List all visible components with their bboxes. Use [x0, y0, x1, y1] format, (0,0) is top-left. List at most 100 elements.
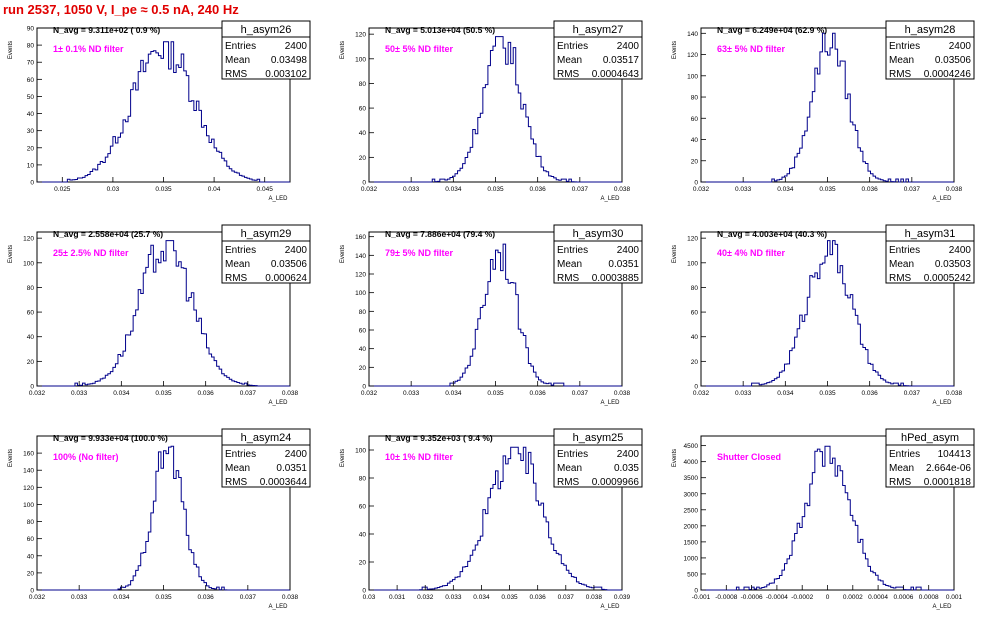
y-tick-label: 100: [687, 260, 698, 267]
x-tick-label: 0.037: [240, 594, 257, 601]
x-tick-label: 0.035: [155, 390, 172, 397]
y-tick-label: 20: [359, 365, 367, 372]
stats-box: [885, 20, 975, 80]
x-tick-label: 0.036: [862, 390, 879, 397]
y-tick-label: 80: [359, 309, 367, 316]
x-axis-title: A_LED: [600, 400, 620, 406]
x-tick-label: 0.032: [29, 390, 46, 397]
stats-value: 2400: [617, 245, 640, 256]
x-tick-label: 0.034: [777, 390, 794, 397]
y-tick-label: 20: [691, 359, 699, 366]
y-axis-title: Events: [340, 41, 346, 59]
y-tick-label: 60: [27, 536, 35, 543]
x-tick-label: 0.035: [155, 594, 172, 601]
stats-title: h_asym31: [905, 228, 956, 240]
stats-label: Entries: [225, 41, 256, 52]
x-tick-label: 0.025: [54, 186, 71, 193]
stats-label: RMS: [557, 477, 580, 488]
x-tick-label: 0.035: [819, 390, 836, 397]
x-tick-label: 0.0004: [868, 594, 888, 601]
y-tick-label: 70: [27, 60, 35, 67]
stats-box: [553, 20, 643, 80]
x-tick-label: 0.035: [155, 186, 172, 193]
y-tick-label: 100: [355, 56, 366, 63]
y-tick-label: 140: [687, 31, 698, 38]
stats-value: 0.03506: [935, 55, 972, 66]
x-tick-label: 0.037: [558, 594, 575, 601]
x-tick-label: -0.0004: [766, 594, 788, 601]
stats-label: Mean: [225, 463, 250, 474]
y-tick-label: 80: [27, 285, 35, 292]
stats-label: RMS: [557, 273, 580, 284]
histogram-bars-h_asym31: [701, 240, 954, 387]
stats-box: [885, 224, 975, 284]
y-tick-label: 120: [23, 485, 34, 492]
histogram-svg: -0.001 -0.0008 -0.0006 -0.0004 -0.0002 0 0.000…: [672, 428, 975, 610]
y-tick-label: 60: [27, 77, 35, 84]
y-tick-label: 0: [362, 588, 366, 595]
filter-annotation: Shutter Closed: [717, 452, 781, 462]
y-tick-label: 80: [359, 476, 367, 483]
stats-label: RMS: [889, 477, 912, 488]
x-tick-label: 0.038: [282, 390, 299, 397]
y-tick-label: 60: [27, 310, 35, 317]
stats-value: 2.664e-06: [926, 463, 971, 474]
stats-title: h_asym26: [241, 24, 292, 36]
navg-label: N_avg = 9.352e+03 ( 9.4 %): [385, 433, 493, 443]
x-tick-label: 0.045: [257, 186, 274, 193]
y-tick-label: 100: [23, 502, 34, 509]
histogram-panel-h_asym27: 0.032 0.033 0.034 0.035 0.036 0.037 0.038 0 20 40…: [332, 14, 664, 219]
y-tick-label: 0: [362, 384, 366, 391]
x-tick-label: 0.038: [946, 186, 963, 193]
filter-annotation: 25± 2.5% ND filter: [53, 248, 129, 258]
x-axis-title: A_LED: [268, 196, 288, 202]
stats-value: 0.003102: [265, 69, 307, 80]
navg-label: N_avg = 7.886e+04 (79.4 %): [385, 229, 495, 239]
stats-box: [221, 428, 311, 488]
x-tick-label: 0.034: [445, 186, 462, 193]
x-axis-title: A_LED: [932, 400, 952, 406]
stats-label: Mean: [557, 259, 582, 270]
navg-label: N_avg = 4.003e+04 (40.3 %): [717, 229, 827, 239]
y-tick-label: 2000: [684, 523, 699, 530]
stats-box: [885, 428, 975, 488]
x-tick-label: 0.038: [282, 594, 299, 601]
histogram-panel-h_asym24: 0.032 0.033 0.034 0.035 0.036 0.037 0.038 0 20 40…: [0, 422, 332, 627]
y-tick-label: 60: [359, 504, 367, 511]
stats-value: 0.03503: [935, 259, 972, 270]
y-tick-label: 60: [359, 328, 367, 335]
stats-value: 2400: [285, 41, 308, 52]
x-tick-label: 0.033: [445, 594, 462, 601]
stats-title: h_asym24: [241, 432, 292, 444]
stats-label: Entries: [557, 449, 588, 460]
y-tick-label: 50: [27, 94, 35, 101]
x-tick-label: 0.034: [445, 390, 462, 397]
x-tick-label: 0.036: [530, 186, 547, 193]
y-tick-label: 10: [27, 162, 35, 169]
y-tick-label: 120: [23, 236, 34, 243]
filter-annotation: 100% (No filter): [53, 452, 119, 462]
x-axis-title: A_LED: [268, 604, 288, 610]
x-tick-label: 0.031: [389, 594, 406, 601]
y-tick-label: 4500: [684, 443, 699, 450]
stats-value: 2400: [949, 245, 972, 256]
y-tick-label: 1000: [684, 555, 699, 562]
x-tick-label: 0.038: [586, 594, 603, 601]
y-tick-label: 20: [27, 145, 35, 152]
y-tick-label: 0: [30, 180, 34, 187]
y-tick-label: 20: [27, 359, 35, 366]
histogram-svg: 0.032 0.033 0.034 0.035 0.036 0.037 0.038 0 20 40…: [8, 428, 311, 610]
filter-annotation: 63± 5% ND filter: [717, 44, 785, 54]
y-tick-label: 90: [27, 26, 35, 33]
x-tick-label: 0.0002: [843, 594, 863, 601]
stats-value: 2400: [949, 41, 972, 52]
x-tick-label: 0.032: [417, 594, 434, 601]
x-tick-label: 0.001: [946, 594, 963, 601]
x-tick-label: 0.037: [240, 390, 257, 397]
x-tick-label: 0.036: [530, 594, 547, 601]
y-tick-label: 100: [355, 290, 366, 297]
plot-frame: [368, 435, 623, 591]
x-tick-label: 0.032: [361, 186, 378, 193]
y-tick-label: 3000: [684, 491, 699, 498]
y-tick-label: 120: [355, 272, 366, 279]
